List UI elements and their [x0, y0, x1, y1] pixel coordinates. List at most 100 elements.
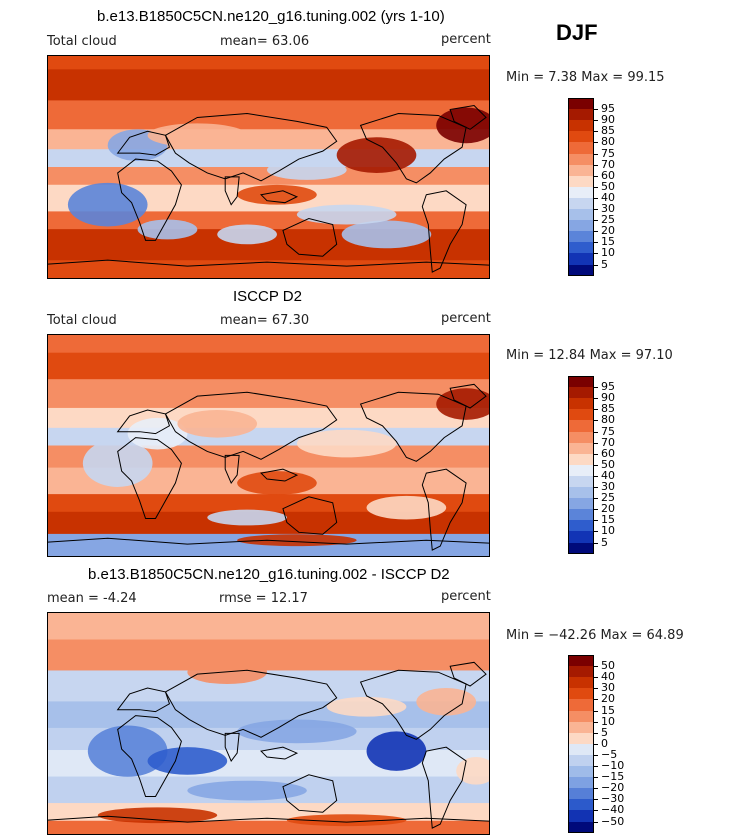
units-label: percent [441, 311, 491, 326]
colorbar-label: 5 [601, 725, 608, 739]
colorbar-label: 60 [601, 446, 615, 460]
coastline [261, 747, 297, 759]
colorbar-label: 80 [601, 135, 615, 149]
colorbar-tick [594, 253, 598, 255]
colorbar-tick [594, 520, 598, 522]
colorbar-label: 90 [601, 113, 615, 127]
colorbar-swatch [568, 754, 594, 767]
map-field [48, 335, 489, 556]
coastline [261, 191, 297, 203]
colorbar-swatch [568, 666, 594, 678]
coastline [165, 670, 336, 737]
colorbar-label: 5 [601, 535, 608, 549]
colorbar-tick [594, 721, 598, 723]
colorbar-tick [594, 810, 598, 812]
panel-title: ISCCP D2 [233, 288, 302, 305]
colorbar-tick [594, 153, 598, 155]
variable-label: Total cloud [47, 313, 117, 328]
coastline [48, 816, 489, 822]
colorbar-swatch [568, 799, 594, 811]
colorbar-label: 40 [601, 670, 615, 684]
colorbar-tick [594, 688, 598, 690]
season-label: DJF [556, 20, 598, 45]
coastline [361, 670, 467, 739]
colorbar-label: 25 [601, 491, 615, 505]
colorbar-label: 95 [601, 102, 615, 116]
colorbar-tick [594, 677, 598, 679]
colorbar-label: 70 [601, 157, 615, 171]
colorbar-swatch [568, 710, 594, 723]
coastline [48, 260, 489, 266]
colorbar-tick [594, 264, 598, 266]
colorbar-tick [594, 398, 598, 400]
coastline [450, 384, 486, 408]
colorbar-tick [594, 197, 598, 199]
colorbar-swatch [568, 220, 594, 232]
colorbar-label: −5 [601, 747, 618, 761]
colorbar-swatch [568, 721, 594, 734]
colorbar-swatch [568, 253, 594, 266]
coastline [450, 662, 486, 686]
colorbar-swatch [568, 688, 594, 700]
colorbar-swatch [568, 98, 594, 110]
colorbar-label: 90 [601, 391, 615, 405]
colorbar-tick [594, 420, 598, 422]
colorbar-label: 75 [601, 424, 615, 438]
colorbar-swatch [568, 420, 594, 433]
colorbar-swatch [568, 431, 594, 444]
colorbar-swatch [568, 186, 594, 199]
colorbar-tick [594, 732, 598, 734]
coastline [225, 733, 239, 761]
colorbar-swatch [568, 531, 594, 544]
mean-label: mean = -4.24 [47, 591, 137, 606]
minmax-label: Min = −42.26 Max = 64.89 [506, 628, 684, 643]
map-field [48, 613, 489, 834]
colorbar-tick [594, 186, 598, 188]
colorbar-tick [594, 142, 598, 144]
colorbar-tick [594, 788, 598, 790]
map-field [48, 56, 489, 278]
colorbar-swatch [568, 264, 594, 277]
coastline [261, 469, 297, 481]
coastline [422, 747, 466, 828]
colorbar-label: 15 [601, 235, 615, 249]
coastline [422, 191, 466, 272]
colorbar-label: 25 [601, 213, 615, 227]
colorbar-swatch [568, 242, 594, 254]
colorbar-swatch [568, 153, 594, 166]
variable-label: Total cloud [47, 34, 117, 49]
colorbar-tick [594, 498, 598, 500]
colorbar-swatch [568, 109, 594, 121]
panel-title: b.e13.B1850C5CN.ne120_g16.tuning.002 - I… [88, 566, 450, 583]
colorbar-tick [594, 699, 598, 701]
colorbar-tick [594, 821, 598, 823]
colorbar-tick [594, 799, 598, 801]
coastline [283, 775, 337, 812]
coastline [118, 410, 170, 434]
coastline [118, 159, 182, 240]
colorbar-swatch [568, 120, 594, 132]
colorbar-tick [594, 743, 598, 745]
colorbar-tick [594, 531, 598, 533]
map-obs [47, 334, 490, 557]
coastline [225, 177, 239, 205]
rmse-label: rmse = 12.17 [219, 591, 308, 606]
colorbar-label: 20 [601, 692, 615, 706]
colorbar-tick [594, 164, 598, 166]
coastline [283, 219, 337, 257]
colorbar-label: 10 [601, 714, 615, 728]
colorbar-swatch [568, 509, 594, 521]
colorbar-swatch [568, 409, 594, 421]
colorbar-swatch [568, 677, 594, 689]
colorbar-swatch [568, 164, 594, 177]
colorbar-swatch [568, 398, 594, 410]
colorbar-label: 95 [601, 380, 615, 394]
map-model [47, 55, 490, 279]
colorbar-swatch [568, 699, 594, 712]
colorbar-tick [594, 175, 598, 177]
colorbar-label: −30 [601, 792, 625, 806]
colorbar-label: 10 [601, 246, 615, 260]
colorbar-swatch [568, 142, 594, 155]
colorbar-label: −50 [601, 814, 625, 828]
coastline [450, 106, 486, 130]
